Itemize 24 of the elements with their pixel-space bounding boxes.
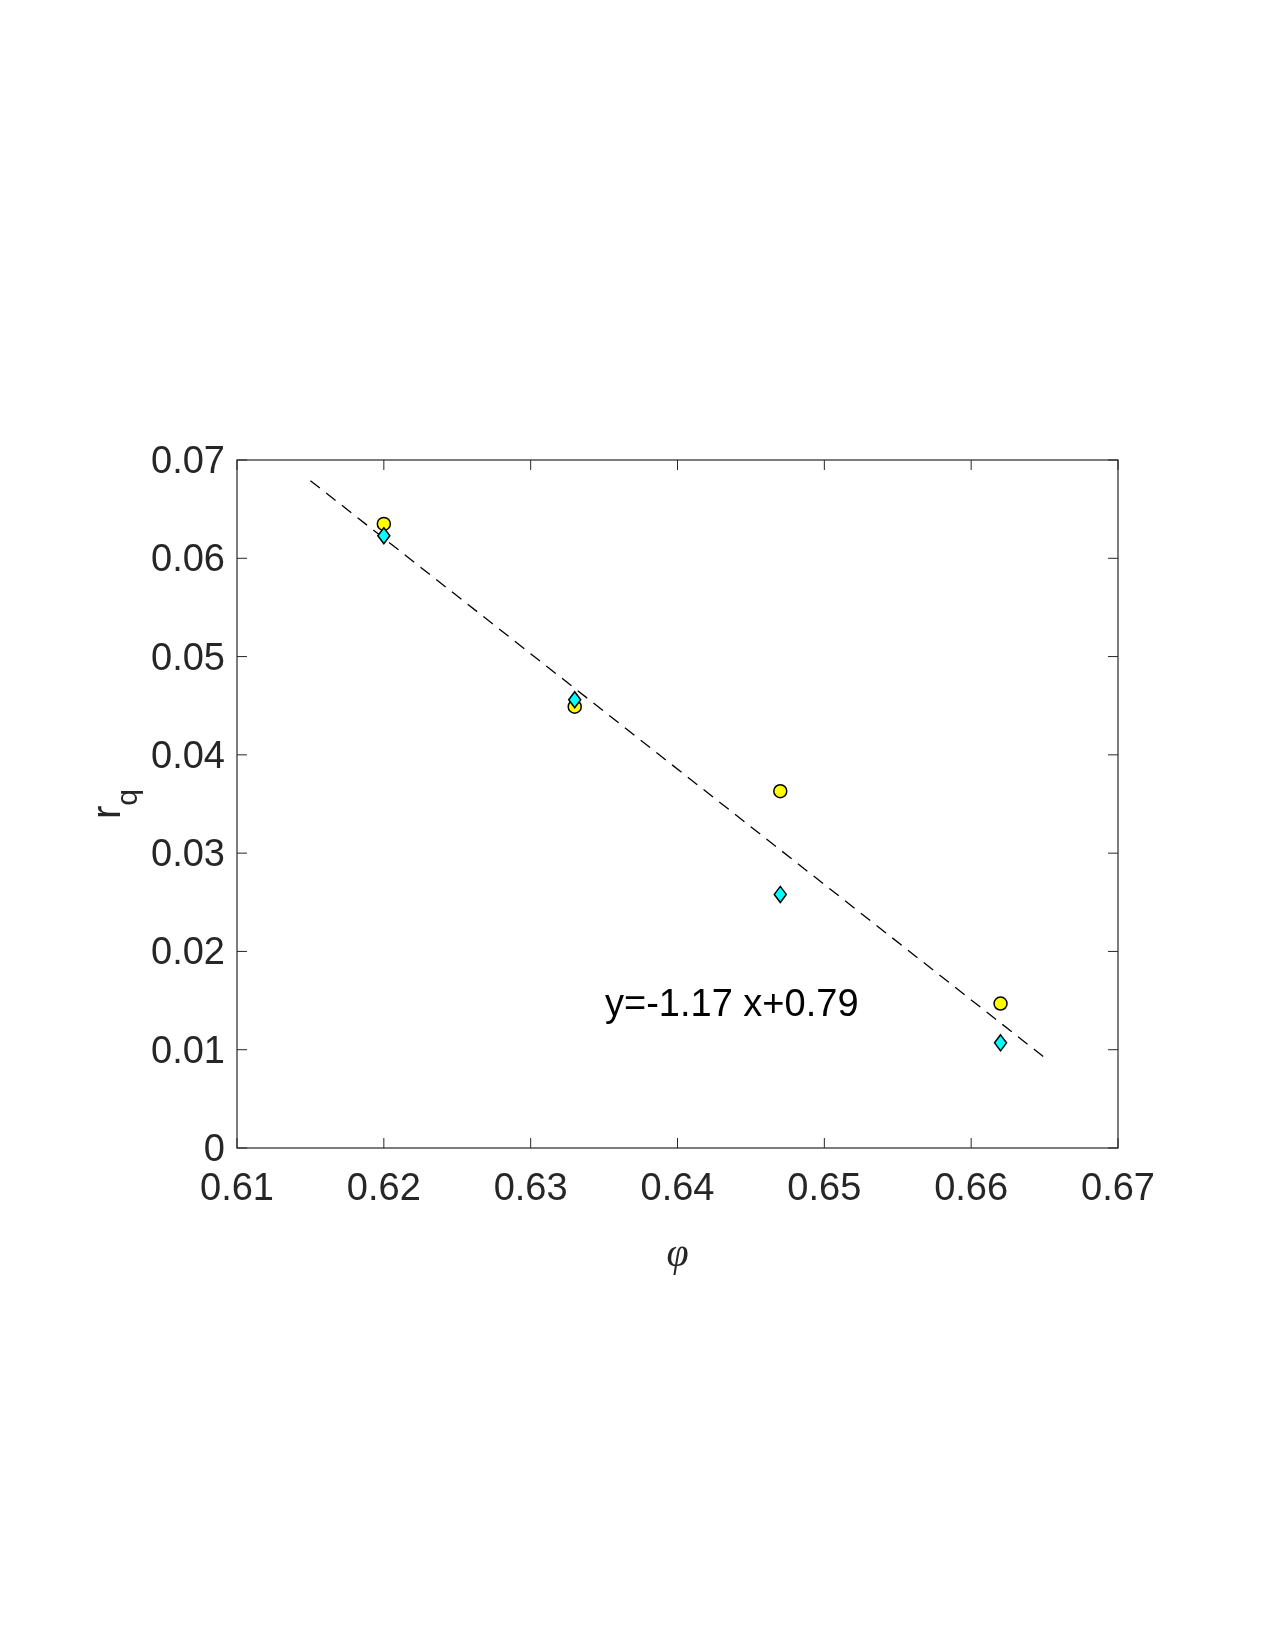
y-tick-label: 0.07 [151, 439, 225, 481]
x-axis-title: φ [666, 1230, 689, 1275]
point [376, 516, 392, 532]
point [993, 1034, 1008, 1052]
y-tick-label: 0.03 [151, 832, 225, 875]
y-tick-label: 0.06 [151, 537, 225, 580]
x-tick-label: 0.61 [200, 1166, 274, 1208]
y-tick-label: 0.02 [151, 930, 225, 973]
y-tick-label: 0.04 [151, 733, 225, 776]
annotation: y=-1.17 x+0.79 [605, 982, 859, 1024]
point [773, 783, 788, 799]
point [773, 885, 788, 904]
y-tick-label: 0.05 [151, 635, 225, 678]
x-tick-label: 0.66 [934, 1166, 1009, 1208]
x-tick-label: 0.64 [640, 1166, 715, 1208]
point [567, 691, 582, 709]
y-tick-label: 0.01 [151, 1028, 225, 1071]
x-tick-label: 0.62 [346, 1166, 421, 1208]
point [993, 996, 1008, 1011]
x-tick-label: 0.65 [787, 1166, 862, 1208]
x-tick-label: 0.67 [1081, 1166, 1155, 1208]
y-tick-label: 0 [203, 1127, 225, 1169]
point [377, 526, 391, 545]
x-tick-label: 0.63 [493, 1166, 568, 1208]
